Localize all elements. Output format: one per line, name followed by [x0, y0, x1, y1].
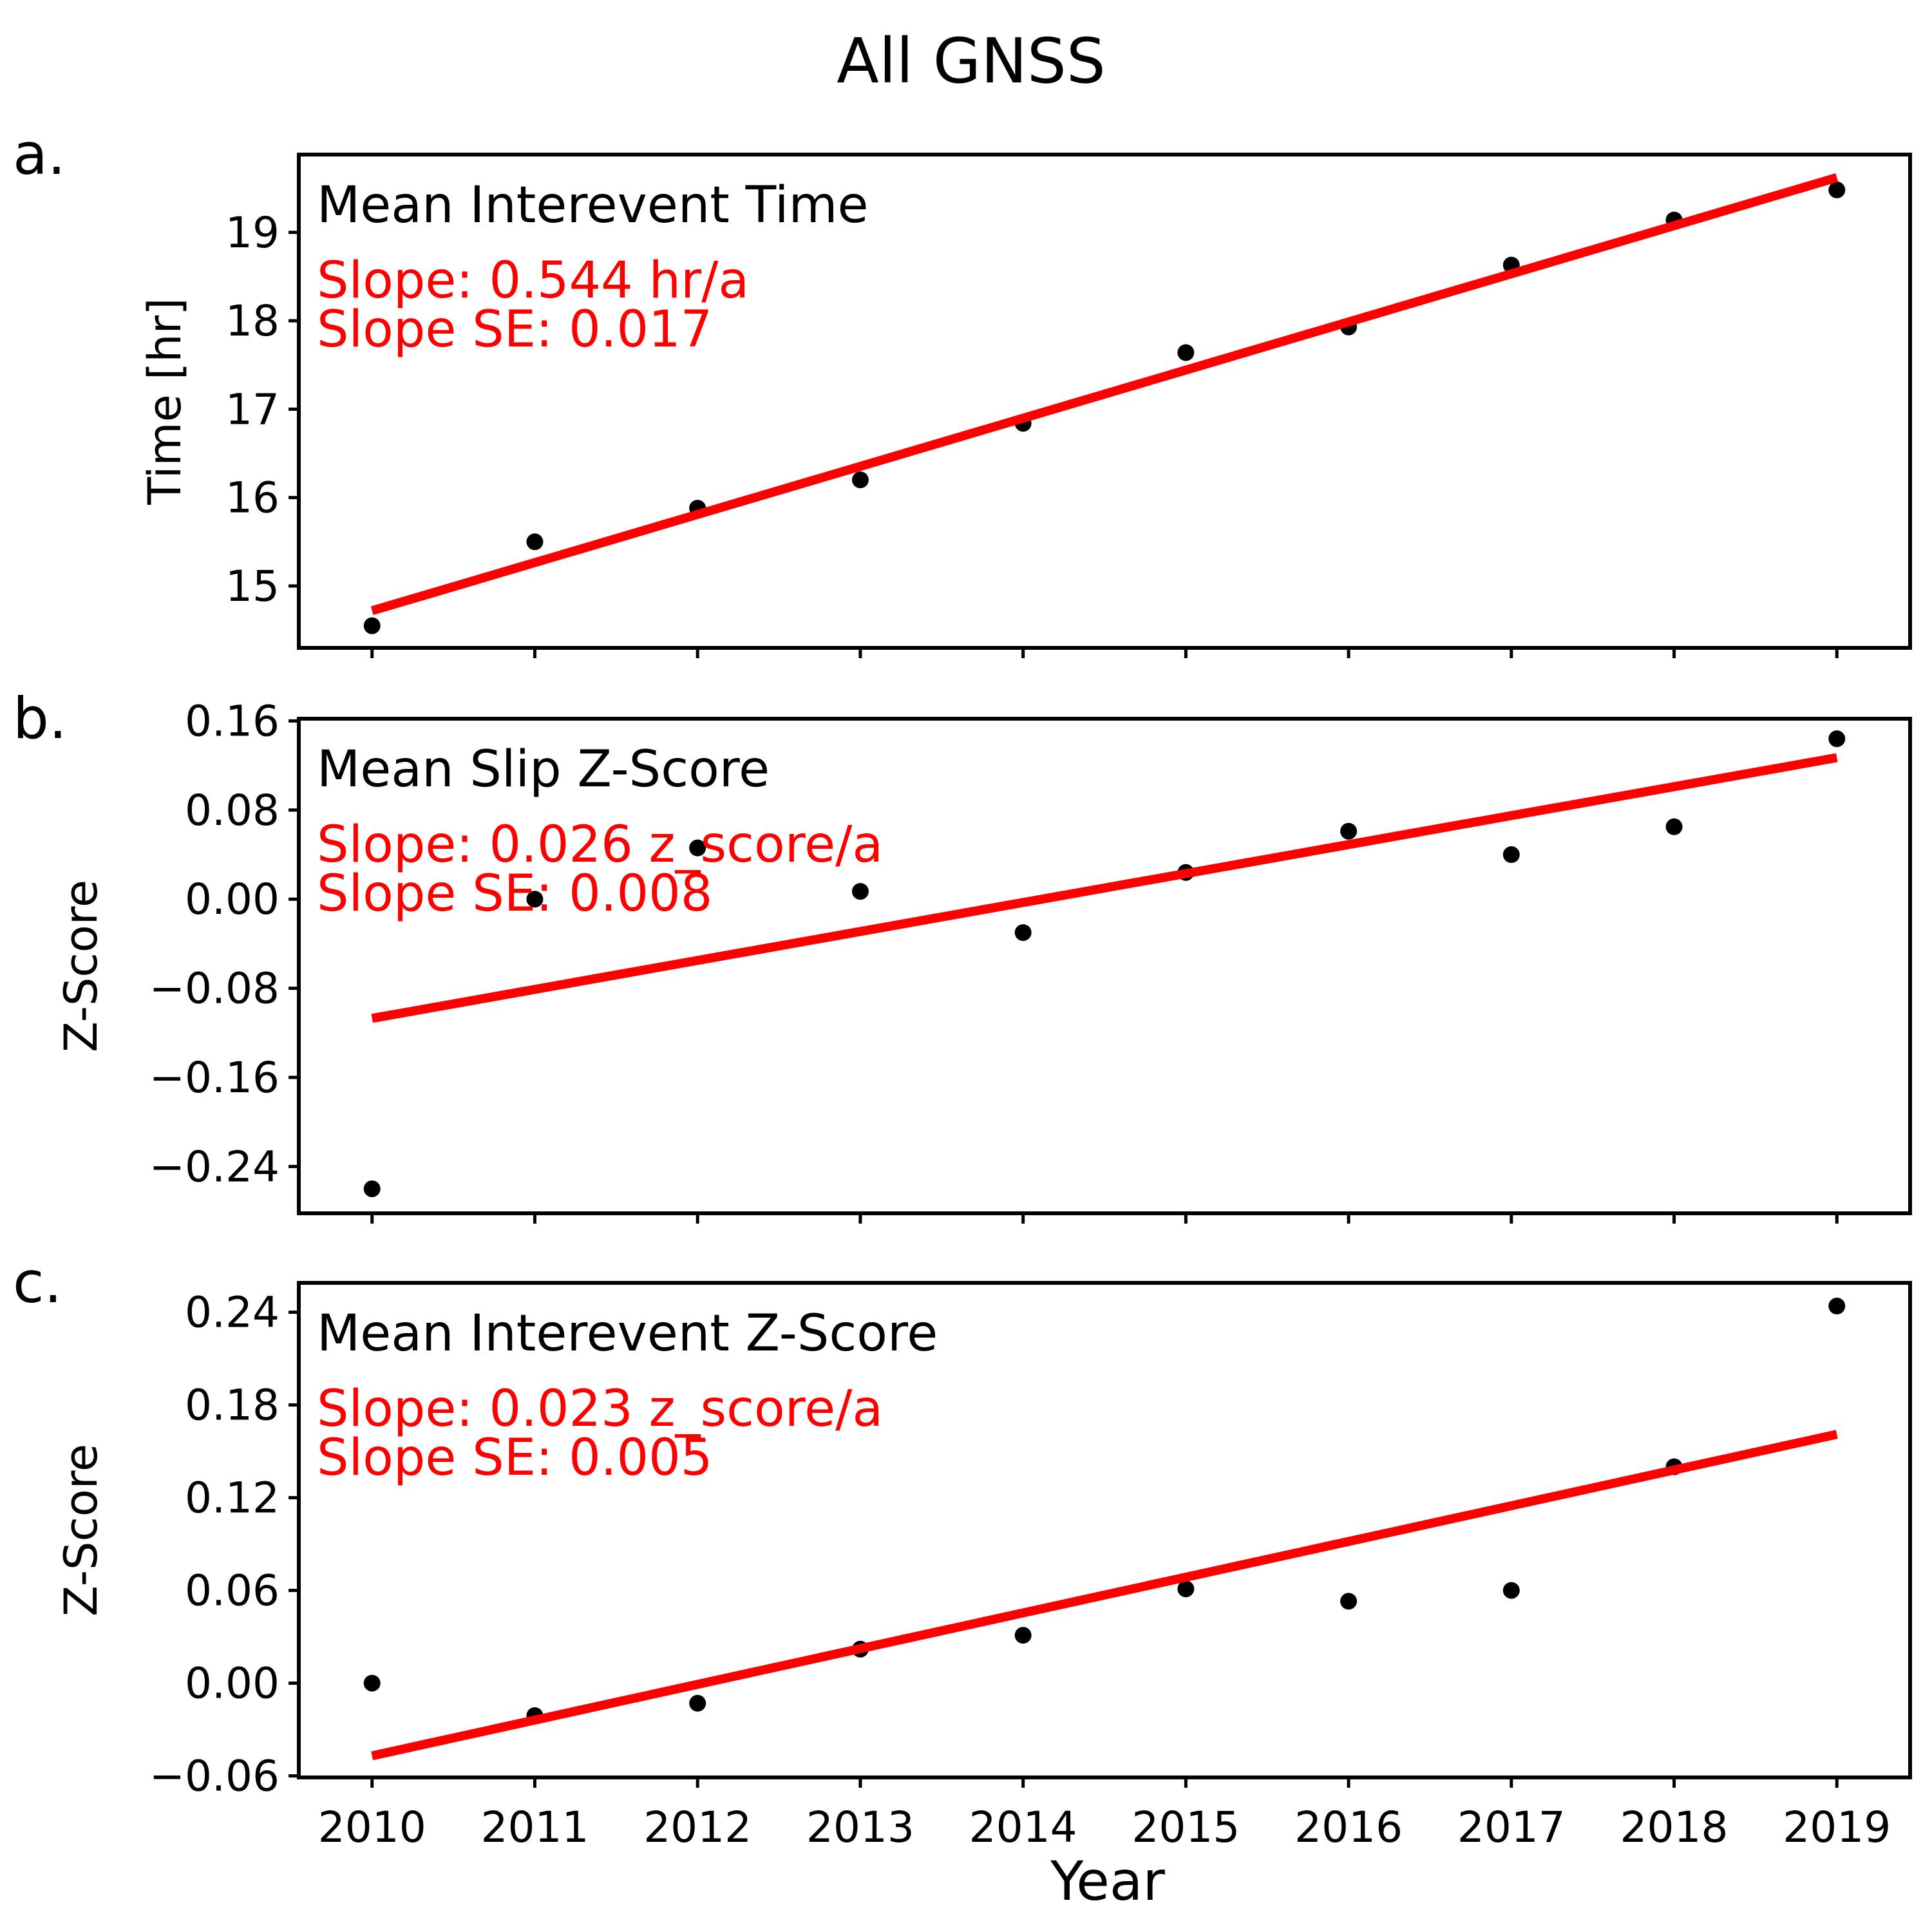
slope-se-annotation: Slope SE: 0.017: [317, 301, 712, 359]
y-tick-label: 15: [225, 562, 279, 611]
axes-frame: [297, 1281, 1912, 1779]
slope-se-annotation: Slope SE: 0.005: [317, 1429, 712, 1487]
data-point: [526, 533, 544, 551]
slope-annotation: Slope: 0.026 z_score/a: [317, 816, 883, 874]
x-tick-label: 2013: [806, 1803, 914, 1852]
panel-c: c. −0.06 0.00 0.06 0.12 0.18 0.24 2010 2011 2012 2…: [13, 1249, 1912, 1852]
x-tick-label: 2010: [318, 1803, 426, 1852]
slope-annotation: Slope: 0.023 z_score/a: [317, 1380, 883, 1438]
panel-subtitle: Mean Interevent Z-Score: [317, 1305, 938, 1363]
data-point: [851, 471, 869, 489]
panel-subtitle: Mean Interevent Time: [317, 176, 869, 234]
x-tick-label: 2019: [1783, 1803, 1891, 1852]
x-tick-label: 2014: [969, 1803, 1077, 1852]
y-tick-label: 0.00: [185, 1659, 279, 1709]
x-tick-label: 2011: [480, 1803, 589, 1852]
panel-label: c.: [13, 1249, 62, 1316]
data-point: [689, 839, 706, 857]
fit-line: [371, 1430, 1838, 1761]
data-point: [1828, 730, 1846, 748]
panel-a: a. 15 16 17 18 19 Time [hr] Mean Interevent Tim…: [13, 121, 1912, 658]
data-point: [526, 891, 544, 908]
data-point: [689, 1694, 706, 1712]
y-tick-label: −0.08: [149, 964, 279, 1014]
axes-frame: [297, 153, 1912, 650]
x-tick-label: 2017: [1457, 1803, 1566, 1852]
y-axis-label: Z-Score: [55, 880, 108, 1052]
y-tick-label: 0.16: [185, 696, 279, 746]
data-point: [1502, 1582, 1520, 1599]
data-point: [851, 883, 869, 900]
data-point: [1502, 846, 1520, 864]
data-point: [363, 1674, 381, 1692]
y-tick-label: 0.06: [185, 1566, 279, 1616]
data-point: [363, 617, 381, 634]
data-point: [1340, 822, 1358, 840]
figure-title: All GNSS: [837, 25, 1106, 97]
y-tick-label: 0.18: [185, 1381, 279, 1430]
slope-annotation: Slope: 0.544 hr/a: [317, 252, 749, 310]
data-point: [1828, 181, 1846, 198]
y-tick-label: 0.00: [185, 875, 279, 924]
y-tick-label: 19: [225, 208, 279, 258]
panel-label: a.: [13, 121, 66, 187]
y-tick-label: −0.06: [149, 1752, 279, 1801]
data-point: [1177, 1580, 1195, 1598]
data-point: [1828, 1298, 1846, 1314]
slope-se-annotation: Slope SE: 0.008: [317, 865, 712, 923]
x-tick-label: 2015: [1132, 1803, 1240, 1852]
data-point: [1014, 924, 1032, 942]
panels: a. 15 16 17 18 19 Time [hr] Mean Interevent Tim…: [13, 121, 1912, 1852]
y-tick-label: 0.08: [185, 786, 279, 835]
x-tick-label: 2012: [643, 1803, 752, 1852]
y-tick-label: 16: [225, 473, 279, 523]
x-axis-label: Year: [1050, 1850, 1165, 1913]
data-point: [1177, 344, 1195, 361]
fit-line: [370, 173, 1839, 616]
data-point: [1340, 1593, 1358, 1610]
data-point: [1014, 1627, 1032, 1644]
y-tick-label: 17: [225, 384, 279, 434]
panel-subtitle: Mean Slip Z-Score: [317, 741, 770, 799]
y-tick-label: 0.24: [185, 1288, 279, 1338]
y-tick-label: 0.12: [185, 1473, 279, 1523]
panel-label: b.: [13, 685, 67, 752]
data-point: [363, 1180, 381, 1197]
y-axis-label: Z-Score: [55, 1444, 108, 1616]
y-tick-label: −0.24: [149, 1142, 279, 1191]
y-tick-label: 18: [225, 296, 279, 346]
x-tick-label: 2016: [1294, 1803, 1403, 1852]
axes-frame: [297, 717, 1912, 1215]
panel-b: b. −0.24 −0.16 −0.08 0.00 0.08 0.16 Z-Score Mean…: [13, 685, 1912, 1224]
x-tick-label: 2018: [1620, 1803, 1728, 1852]
data-point: [1665, 818, 1683, 835]
y-axis-label: Time [hr]: [138, 298, 191, 505]
fit-line: [371, 753, 1838, 1023]
y-tick-label: −0.16: [149, 1053, 279, 1103]
